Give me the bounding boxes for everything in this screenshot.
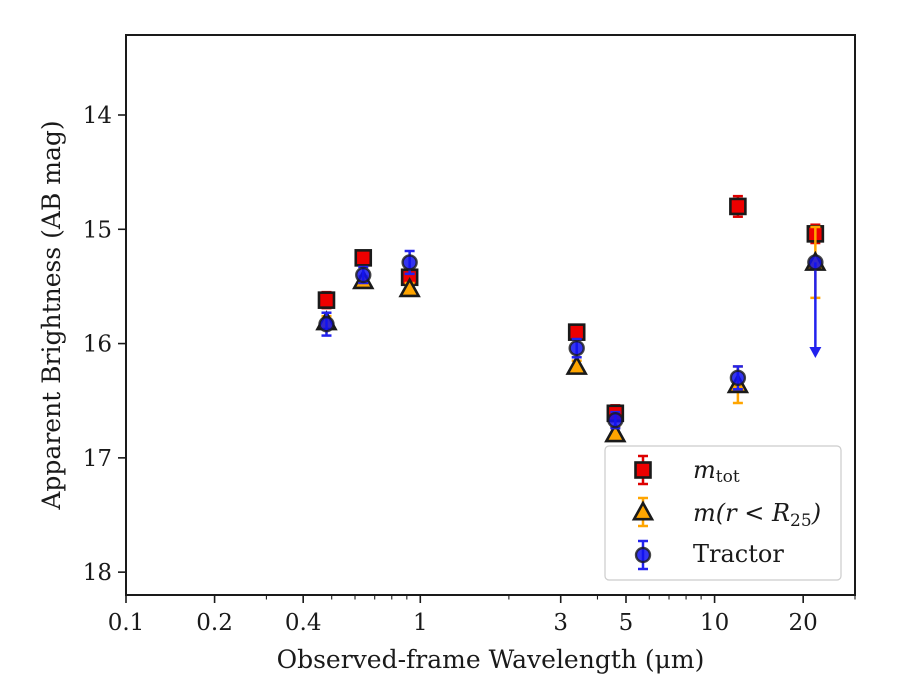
data-point bbox=[565, 354, 588, 375]
axes-frame bbox=[125, 34, 856, 596]
data-point bbox=[354, 249, 373, 267]
data-point bbox=[604, 422, 627, 443]
x-tick-label: 20 bbox=[789, 610, 818, 636]
legend-label-mtot: mtot bbox=[693, 456, 740, 487]
data-point bbox=[317, 291, 336, 309]
legend-label-m-r25: m(r < R25) bbox=[693, 499, 821, 531]
data-point bbox=[729, 197, 747, 216]
legend-marker-tractor bbox=[634, 546, 652, 564]
series-mtot bbox=[317, 194, 825, 423]
legend-label-tractor: Tractor bbox=[693, 540, 784, 568]
data-point bbox=[607, 411, 624, 429]
y-axis-label: Apparent Brightness (AB mag) bbox=[37, 120, 66, 510]
plot-area bbox=[315, 194, 827, 443]
series-tractor bbox=[318, 249, 824, 430]
upper-limit-arrowhead bbox=[809, 347, 822, 358]
data-point bbox=[568, 339, 585, 357]
x-axis-label: Observed-frame Wavelength (μm) bbox=[277, 645, 705, 674]
data-point bbox=[401, 254, 418, 271]
data-point bbox=[729, 369, 747, 387]
x-tick-label: 5 bbox=[619, 610, 634, 636]
data-point bbox=[318, 315, 335, 333]
legend-marker-m-r25 bbox=[631, 500, 655, 521]
y-tick-label: 18 bbox=[83, 560, 112, 586]
data-point bbox=[807, 254, 824, 271]
legend-markers bbox=[631, 454, 655, 571]
x-tick-label: 0.1 bbox=[108, 610, 145, 636]
data-point bbox=[398, 277, 421, 298]
legend: mtot m(r < R25) Tractor bbox=[604, 445, 842, 581]
y-tick-label: 15 bbox=[83, 217, 112, 243]
x-tick-label: 0.4 bbox=[285, 610, 322, 636]
legend-marker-mtot bbox=[634, 461, 652, 479]
x-tick-label: 1 bbox=[413, 610, 428, 636]
axes: 0.1 0.2 0.4 1 3 5 10 20 14 15 16 17 18 bbox=[83, 103, 856, 636]
y-tick-label: 16 bbox=[83, 332, 112, 358]
x-tick-label: 10 bbox=[700, 610, 729, 636]
data-point bbox=[567, 323, 586, 341]
legend-box bbox=[604, 445, 842, 581]
x-tick-label: 0.2 bbox=[196, 610, 233, 636]
y-tick-label: 17 bbox=[83, 446, 112, 472]
y-tick-label: 14 bbox=[83, 103, 112, 129]
data-point bbox=[355, 266, 372, 284]
x-tick-label: 3 bbox=[553, 610, 568, 636]
